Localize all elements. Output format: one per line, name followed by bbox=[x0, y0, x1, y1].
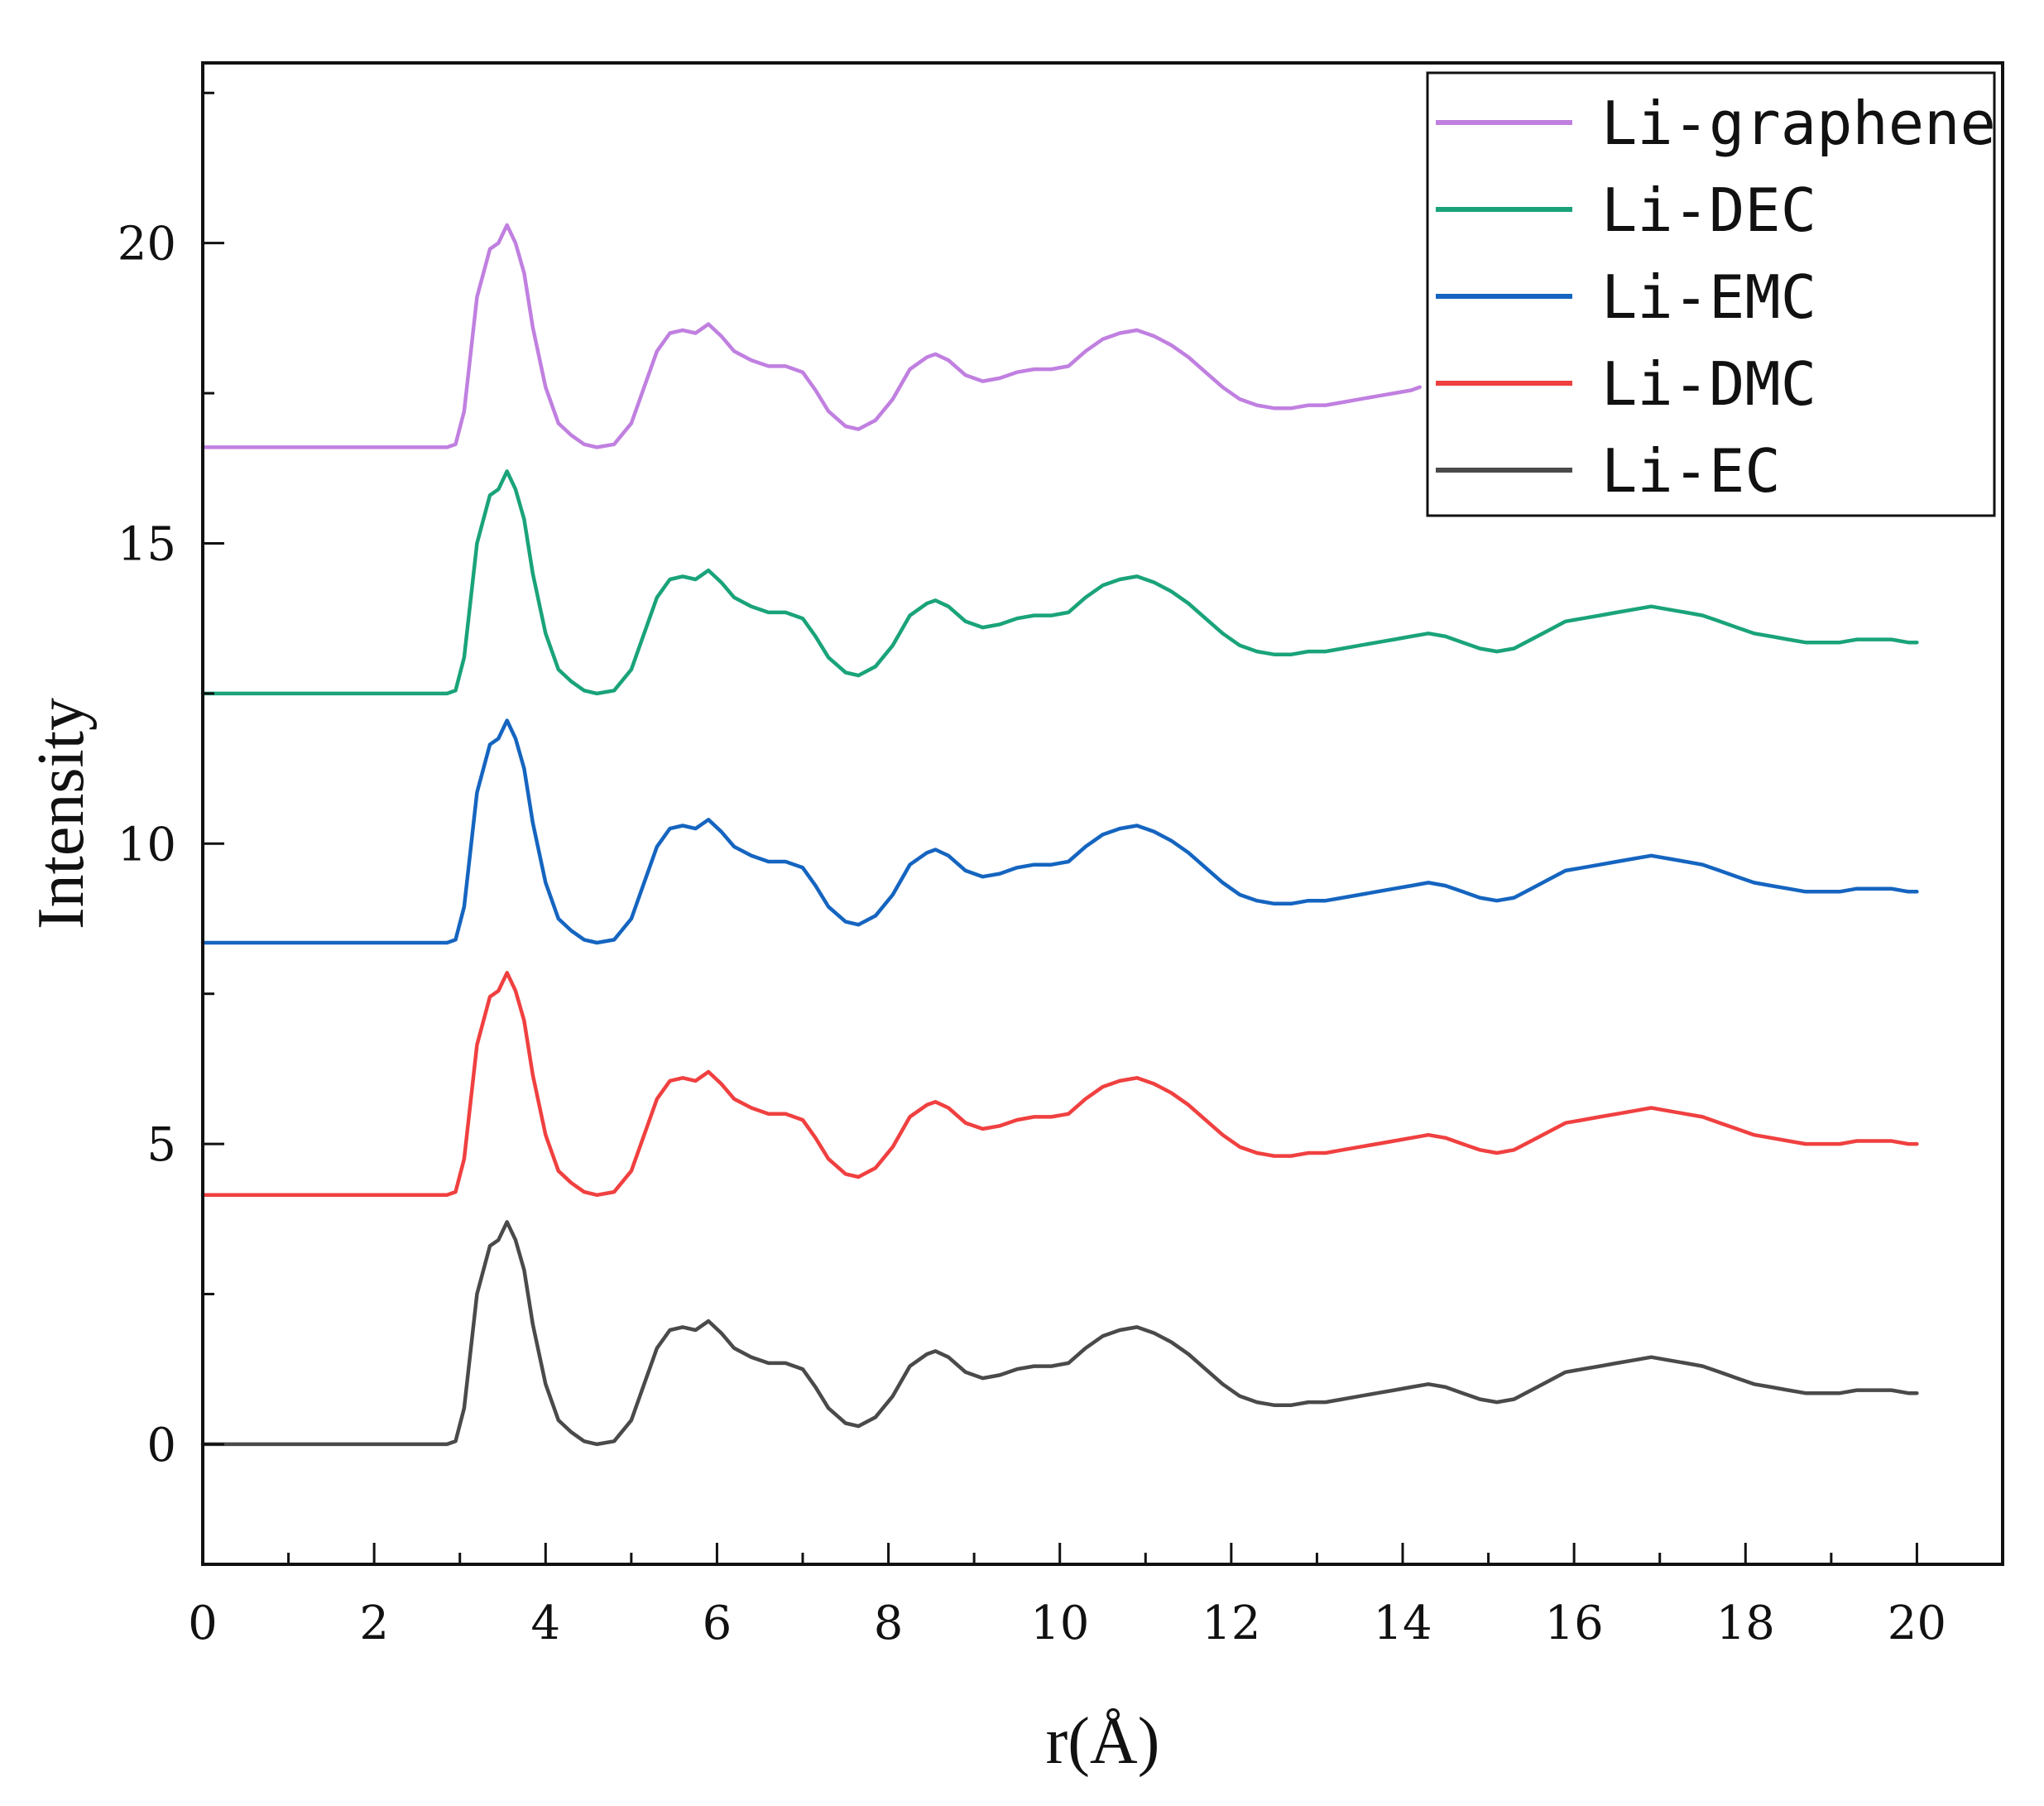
x-tick-label: 2 bbox=[359, 1597, 389, 1650]
x-tick-label: 0 bbox=[188, 1597, 218, 1650]
x-tick-label: 4 bbox=[530, 1597, 560, 1650]
x-tick-label: 16 bbox=[1545, 1597, 1604, 1650]
legend: Li-graphene Li-DEC Li-EMC Li-DMC Li-EC bbox=[1426, 71, 1996, 517]
axis-layer: 0 2 4 6 8 10 12 14 16 18 20 0 5 10 15 20 bbox=[118, 91, 2004, 1650]
x-tick-label: 20 bbox=[1888, 1597, 1946, 1650]
legend-label: Li-EMC bbox=[1601, 262, 1816, 332]
legend-label: Li-DMC bbox=[1601, 349, 1816, 419]
series-line-li-graphene bbox=[200, 223, 1422, 449]
x-tick-label: 8 bbox=[874, 1597, 904, 1650]
y-tick-label: 15 bbox=[118, 517, 176, 571]
y-tick-label: 20 bbox=[118, 218, 176, 271]
plot-frame bbox=[201, 61, 2004, 1566]
x-tick-label: 6 bbox=[703, 1597, 732, 1650]
legend-label: Li-EC bbox=[1601, 436, 1781, 506]
series-line-li-emc bbox=[200, 718, 1919, 945]
x-tick-label: 18 bbox=[1716, 1597, 1775, 1650]
series-layer bbox=[200, 223, 1919, 1447]
legend-label: Li-graphene bbox=[1601, 89, 1996, 158]
x-tick-label: 12 bbox=[1202, 1597, 1260, 1650]
series-line-li-ec bbox=[200, 1220, 1919, 1447]
y-tick-label: 0 bbox=[146, 1419, 176, 1472]
series-line-li-dmc bbox=[200, 971, 1919, 1198]
x-tick-label: 10 bbox=[1030, 1597, 1089, 1650]
series-line-li-dec bbox=[200, 469, 1919, 696]
x-axis-title: r(Å) bbox=[1046, 1705, 1160, 1778]
legend-label: Li-DEC bbox=[1601, 175, 1816, 245]
y-tick-label: 5 bbox=[146, 1118, 176, 1172]
x-tick-label: 14 bbox=[1373, 1597, 1432, 1650]
y-tick-label: 10 bbox=[118, 818, 176, 872]
y-axis-title: Intensity bbox=[25, 698, 98, 929]
